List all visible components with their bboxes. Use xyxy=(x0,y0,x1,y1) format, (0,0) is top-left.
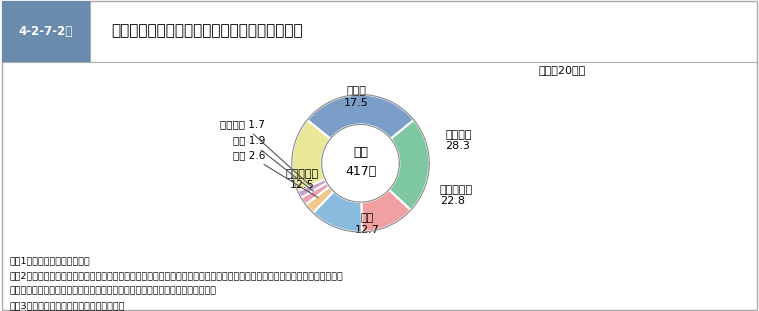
Wedge shape xyxy=(291,120,330,191)
Wedge shape xyxy=(361,190,411,232)
Text: 韓国・朝鮮
22.8: 韓国・朝鮮 22.8 xyxy=(439,185,473,207)
Text: 中国
12.7: 中国 12.7 xyxy=(354,213,380,235)
Text: その他
17.5: その他 17.5 xyxy=(344,86,369,108)
Text: 3　「中国」は，香港及び台湾を含む。: 3 「中国」は，香港及び台湾を含む。 xyxy=(9,301,124,310)
FancyBboxPatch shape xyxy=(2,1,90,62)
Text: フィリピン
12.5: フィリピン 12.5 xyxy=(285,169,319,190)
Text: 2　「被収容者」は，観護措置（勾留に代わる観護措置を含む。）により入所した者をいう。退所した年で計上している。た: 2 「被収容者」は，観護措置（勾留に代わる観護措置を含む。）により入所した者をい… xyxy=(9,272,343,281)
Text: 注　1　矯正統計年報による。: 注 1 矯正統計年報による。 xyxy=(9,257,90,266)
Wedge shape xyxy=(301,183,329,205)
Text: だし，逃走，施設間の移送又は死亡の事由により退所した者は含まない。: だし，逃走，施設間の移送又は死亡の事由により退所した者は含まない。 xyxy=(9,286,216,295)
Wedge shape xyxy=(298,179,327,198)
Wedge shape xyxy=(307,95,414,139)
Text: ブラジル
28.3: ブラジル 28.3 xyxy=(446,130,472,151)
Text: タイ 1.9: タイ 1.9 xyxy=(233,136,313,191)
Text: ベトナム 1.7: ベトナム 1.7 xyxy=(220,119,310,186)
Text: 総数
417人: 総数 417人 xyxy=(345,146,376,178)
Wedge shape xyxy=(306,187,334,213)
Wedge shape xyxy=(313,191,362,232)
Text: （平成20年）: （平成20年） xyxy=(538,65,585,75)
Text: 米国 2.6: 米国 2.6 xyxy=(233,150,318,197)
Text: 4-2-7-2図: 4-2-7-2図 xyxy=(18,25,73,38)
Wedge shape xyxy=(389,120,430,210)
Text: 外国人の少年鑑別所被収容者の国籍等別構成比: 外国人の少年鑑別所被収容者の国籍等別構成比 xyxy=(111,24,303,39)
